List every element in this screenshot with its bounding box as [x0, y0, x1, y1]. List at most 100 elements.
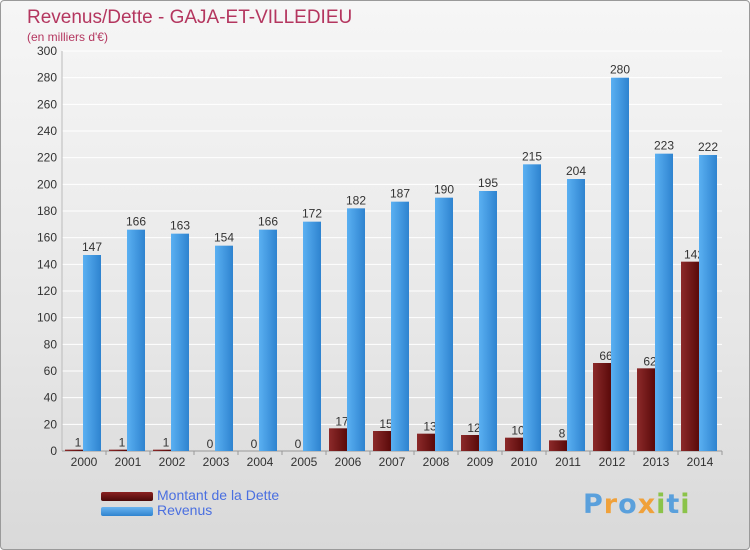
- x-tick-label: 2009: [467, 455, 494, 469]
- logo-letter: o: [618, 489, 638, 520]
- legend-label-revenus: Revenus: [157, 502, 213, 518]
- x-tick-label: 2003: [203, 455, 230, 469]
- y-tick-label: 140: [37, 257, 57, 271]
- y-tick-label: 220: [37, 151, 57, 165]
- bar-revenus-2010: [523, 164, 541, 452]
- x-tick-label: 2008: [423, 455, 450, 469]
- logo-letter: P: [583, 489, 604, 520]
- data-label-dette-2007: 15: [379, 417, 393, 431]
- data-label-revenus-2000: 147: [82, 240, 102, 254]
- bar-revenus-2012: [611, 77, 629, 452]
- y-tick-label: 180: [37, 204, 57, 218]
- y-tick-label: 0: [50, 444, 57, 458]
- bar-revenus-2009: [479, 191, 497, 451]
- bar-revenus-2000: [83, 255, 101, 451]
- chart-subtitle: (en milliers d'€): [27, 30, 108, 44]
- bar-revenus-2005: [303, 221, 321, 451]
- x-tick-label: 2013: [643, 455, 670, 469]
- data-label-revenus-2005: 172: [302, 207, 322, 221]
- y-tick-label: 80: [44, 337, 58, 351]
- bar-revenus-2014: [699, 155, 717, 451]
- bar-revenus-2008: [435, 197, 453, 451]
- bar-revenus-2011: [567, 179, 585, 451]
- proxiti-logo: Proxiti: [583, 489, 691, 520]
- data-label-revenus-2002: 163: [170, 219, 190, 233]
- data-label-dette-2002: 1: [163, 436, 170, 450]
- y-tick-label: 280: [37, 71, 57, 85]
- x-tick-label: 2001: [115, 455, 142, 469]
- data-label-revenus-2009: 195: [478, 176, 498, 190]
- bar-dette-2006: [329, 428, 347, 451]
- data-label-revenus-2004: 166: [258, 215, 278, 229]
- y-tick-label: 300: [37, 44, 57, 58]
- data-label-revenus-2001: 166: [126, 215, 146, 229]
- data-label-dette-2005: 0: [295, 437, 302, 451]
- bar-dette-2002: [153, 449, 171, 451]
- bar-dette-2013: [637, 368, 655, 451]
- x-tick-label: 2011: [555, 455, 581, 469]
- logo-letter: r: [603, 489, 619, 520]
- x-tick-label: 2014: [687, 455, 714, 469]
- bar-revenus-2007: [391, 201, 409, 451]
- bar-dette-2008: [417, 433, 435, 451]
- data-label-dette-2010: 10: [511, 424, 525, 438]
- x-tick-label: 2007: [379, 455, 406, 469]
- logo-letter: i: [656, 489, 667, 520]
- bar-dette-2012: [593, 363, 611, 451]
- x-tick-label: 2002: [159, 455, 186, 469]
- bar-dette-2011: [549, 440, 567, 451]
- data-label-dette-2004: 0: [251, 437, 258, 451]
- x-tick-label: 2010: [511, 455, 538, 469]
- bar-revenus-2004: [259, 229, 277, 451]
- y-tick-label: 120: [37, 284, 57, 298]
- data-label-revenus-2012: 280: [610, 63, 630, 77]
- bar-dette-2009: [461, 435, 479, 451]
- logo-letter: x: [637, 489, 657, 520]
- y-tick-label: 60: [44, 364, 58, 378]
- chart-title: Revenus/Dette - GAJA-ET-VILLEDIEU: [27, 7, 353, 28]
- data-label-dette-2012: 66: [599, 349, 613, 363]
- data-label-revenus-2003: 154: [214, 231, 234, 245]
- y-tick-label: 260: [37, 97, 57, 111]
- x-tick-label: 2000: [71, 455, 98, 469]
- data-label-revenus-2011: 204: [566, 164, 586, 178]
- data-label-revenus-2010: 215: [522, 149, 542, 163]
- bar-revenus-2002: [171, 233, 189, 451]
- bar-revenus-2003: [215, 245, 233, 451]
- data-label-revenus-2007: 187: [390, 187, 410, 201]
- y-tick-label: 200: [37, 177, 57, 191]
- y-tick-label: 40: [44, 391, 58, 405]
- data-label-dette-2009: 12: [467, 421, 481, 435]
- data-label-revenus-2006: 182: [346, 193, 366, 207]
- data-label-dette-2013: 62: [643, 354, 657, 368]
- data-label-dette-2006: 17: [335, 414, 349, 428]
- logo-letter: t: [666, 489, 681, 520]
- bar-dette-2007: [373, 431, 391, 451]
- y-tick-label: 160: [37, 231, 57, 245]
- data-label-revenus-2013: 223: [654, 139, 674, 153]
- x-tick-label: 2004: [247, 455, 274, 469]
- y-tick-label: 240: [37, 124, 57, 138]
- bar-revenus-2013: [655, 153, 673, 451]
- logo-letter: i: [680, 489, 691, 520]
- y-tick-label: 20: [44, 417, 58, 431]
- data-label-revenus-2014: 222: [698, 140, 718, 154]
- legend-swatch-revenus: [101, 507, 153, 516]
- bar-dette-2001: [109, 449, 127, 451]
- bar-revenus-2001: [127, 229, 145, 451]
- data-label-dette-2001: 1: [119, 436, 126, 450]
- bar-dette-2010: [505, 437, 523, 451]
- data-label-dette-2000: 1: [75, 436, 82, 450]
- x-tick-label: 2005: [291, 455, 318, 469]
- data-label-dette-2011: 8: [559, 426, 566, 440]
- data-label-dette-2008: 13: [423, 420, 437, 434]
- y-tick-label: 100: [37, 311, 57, 325]
- x-tick-label: 2012: [599, 455, 626, 469]
- bar-revenus-2006: [347, 208, 365, 451]
- data-label-dette-2003: 0: [207, 437, 214, 451]
- bar-dette-2014: [681, 261, 699, 451]
- data-label-revenus-2008: 190: [434, 183, 454, 197]
- bar-dette-2000: [65, 449, 83, 451]
